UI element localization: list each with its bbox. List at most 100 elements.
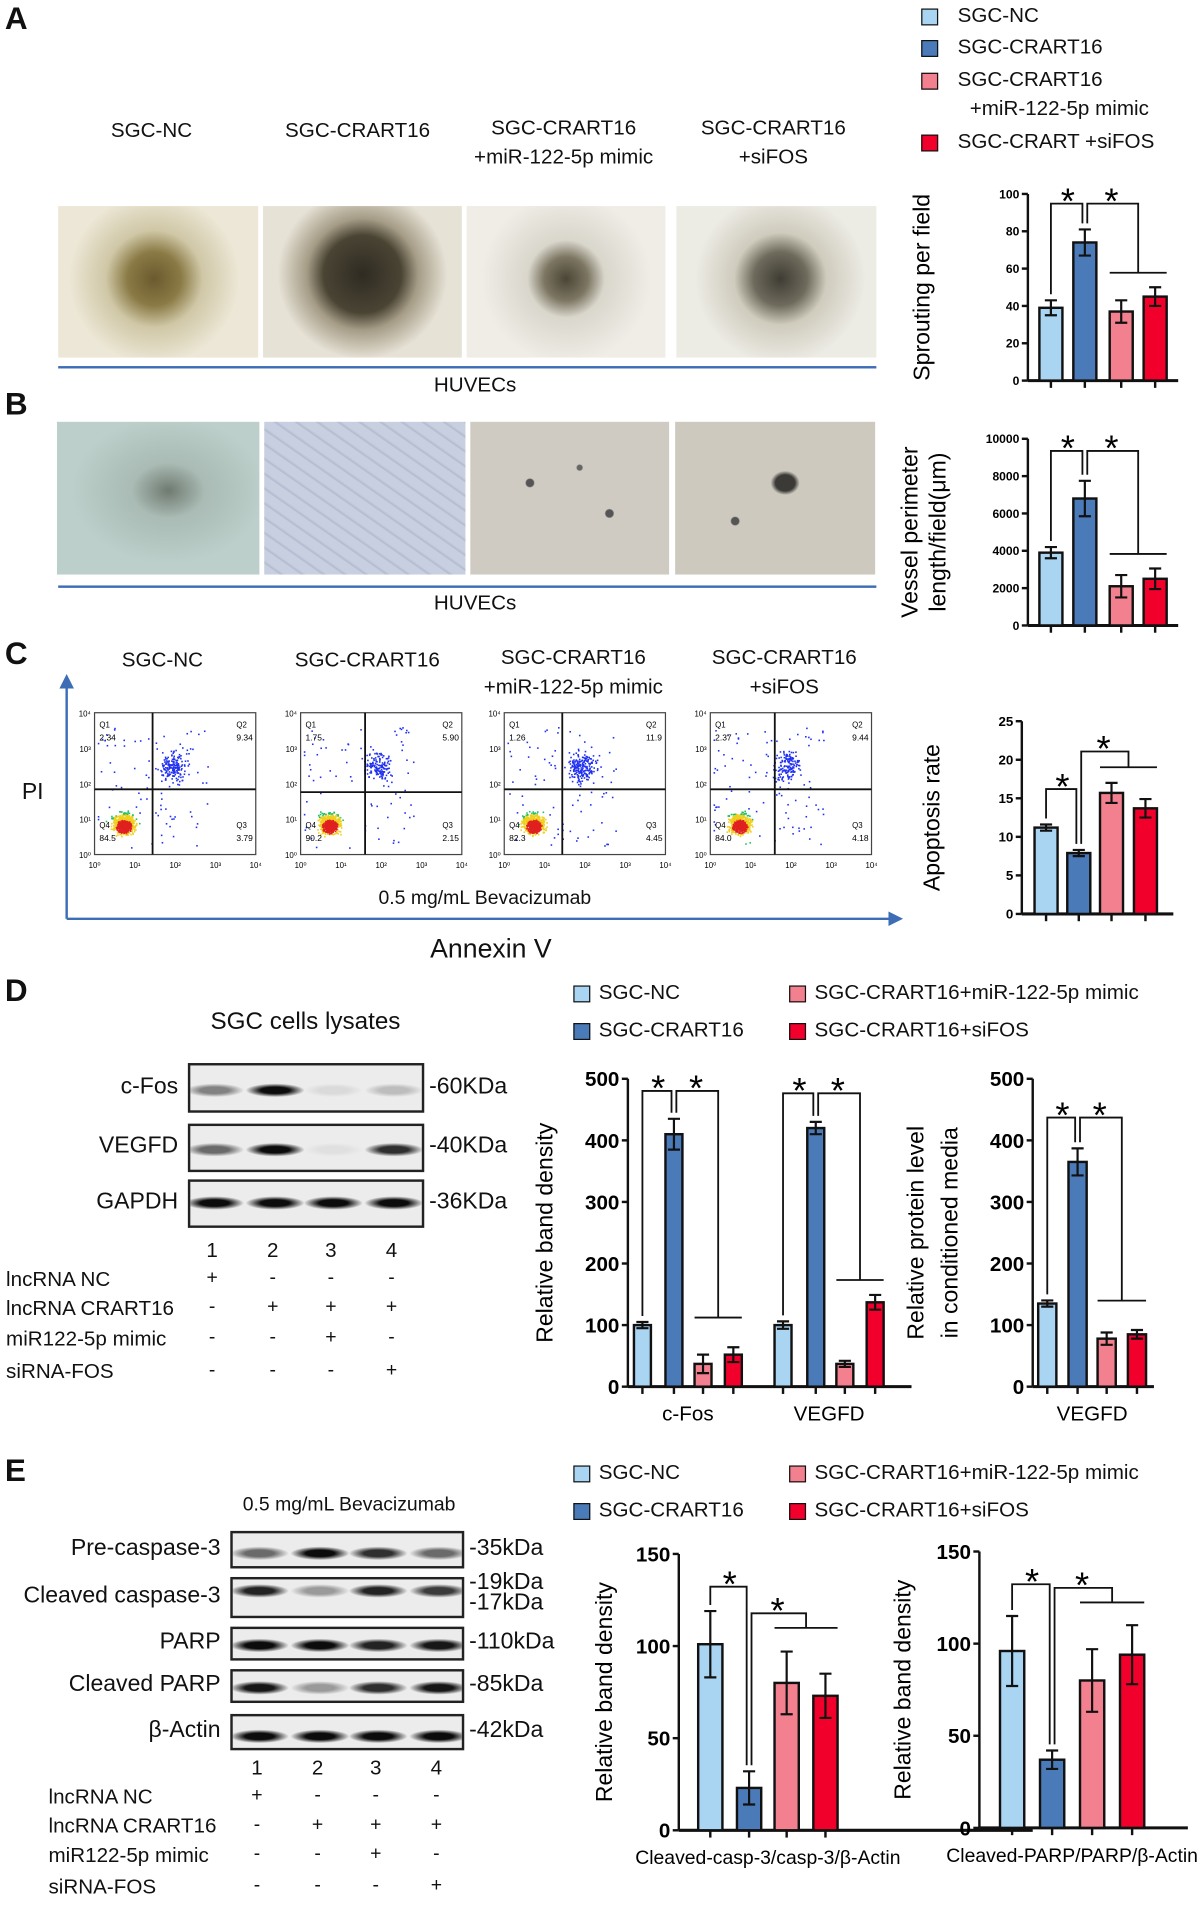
- significance-star: *: [1061, 428, 1075, 469]
- condition-sign: -: [314, 1875, 321, 1896]
- col-title-mimic: SGC-CRART16 +miR-122-5p mimic: [474, 114, 653, 172]
- significance-star: *: [1075, 1565, 1089, 1606]
- error-bar: [1139, 797, 1152, 819]
- bar: [1072, 497, 1098, 627]
- protein-band: [290, 1729, 350, 1743]
- blot-label: VEGFD: [98, 1133, 179, 1159]
- protein-band: [232, 1729, 289, 1743]
- blot-c-fos: [187, 1063, 425, 1113]
- title-line: SGC-CRART16: [285, 118, 431, 142]
- error-bar: [869, 1293, 882, 1311]
- quadrant-name: Q4: [509, 821, 520, 830]
- quadrant-name: Q3: [852, 821, 863, 830]
- error-bar: [1078, 228, 1091, 257]
- flow-x-tick: 10³: [826, 861, 838, 870]
- flow-x-tick: 10¹: [129, 861, 141, 870]
- error-bar: [1044, 299, 1057, 317]
- spheroid-image-sgc-nc: [58, 206, 259, 358]
- legend-swatch-mimic: [921, 72, 939, 90]
- legend-swatch-sgc-nc: [921, 8, 939, 26]
- y-axis-label: Vessel perimeter: [897, 446, 923, 618]
- huvecs-label-b: HUVECs: [433, 591, 517, 615]
- protein-band: [246, 1083, 305, 1097]
- bar: [1072, 241, 1098, 382]
- flow-x-tick: 10²: [376, 861, 388, 870]
- legend-label: SGC-NC: [957, 3, 1039, 27]
- title-line: +miR-122-5p mimic: [474, 145, 654, 169]
- y-tick-label: 150: [636, 1543, 670, 1566]
- y-tick-label: 200: [990, 1253, 1024, 1276]
- condition-sign: -: [253, 1843, 261, 1865]
- quadrant-value-q3: 3.79: [236, 833, 253, 843]
- condition-sign: +: [206, 1267, 218, 1289]
- error-bar: [1006, 1614, 1019, 1688]
- blot--actin: [230, 1713, 465, 1751]
- y-axis-label: Relative band density: [532, 1122, 558, 1343]
- significance-star: *: [723, 1563, 737, 1604]
- condition-label: lncRNA NC: [48, 1785, 153, 1809]
- protein-band: [304, 1143, 363, 1157]
- flow-y-tick: 10⁴: [285, 709, 297, 718]
- kda-marker: -19kDa: [469, 1569, 544, 1596]
- y-tick-label: 25: [999, 714, 1014, 729]
- condition-sign: +: [325, 1296, 337, 1318]
- protein-band: [304, 1196, 363, 1210]
- error-bar: [776, 1320, 790, 1330]
- y-tick-label: 300: [990, 1191, 1024, 1214]
- significance-star: *: [1055, 766, 1069, 807]
- flow-title-mimic: SGC-CRART16 +miR-122-5p mimic: [484, 644, 663, 702]
- flow-y-tick: 10⁰: [285, 851, 297, 860]
- kda-marker: -35kDa: [469, 1535, 544, 1561]
- y-tick-label: 5: [1006, 868, 1014, 883]
- protein-band: [364, 1143, 422, 1157]
- condition-sign: -: [327, 1359, 335, 1381]
- error-bar: [1039, 823, 1053, 832]
- y-tick-label: 0: [1006, 907, 1013, 922]
- y-tick-label: 50: [647, 1728, 670, 1751]
- protein-band: [349, 1729, 408, 1743]
- title-line: SGC-CRART16: [294, 648, 440, 672]
- significance-star: *: [1055, 1094, 1069, 1135]
- protein-band: [304, 1083, 363, 1097]
- bar: [773, 1323, 793, 1388]
- condition-sign: -: [208, 1296, 216, 1318]
- legend-label: SGC-NC: [598, 980, 681, 1004]
- error-bar: [1078, 479, 1091, 518]
- flow-x-tick: 10³: [210, 861, 222, 870]
- blot-label: c-Fos: [120, 1073, 179, 1099]
- significance-bracket: [641, 1089, 673, 1316]
- condition-sign: +: [325, 1327, 337, 1348]
- flow-x-tick: 10⁴: [456, 861, 468, 870]
- panel-label-d: D: [4, 972, 28, 1009]
- bar: [1126, 1333, 1148, 1388]
- flow-x-tick: 10⁰: [704, 861, 716, 870]
- condition-sign: -: [208, 1359, 216, 1381]
- kda-marker: -85kDa: [469, 1671, 544, 1697]
- flow-y-tick: 10³: [489, 745, 501, 754]
- condition-sign: +: [267, 1296, 279, 1318]
- significance-bracket: [1046, 1116, 1077, 1295]
- y-tick-label: 10000: [986, 432, 1020, 446]
- error-bar: [667, 1117, 680, 1151]
- significance-bracket: [1086, 202, 1167, 274]
- quadrant-value-q1: 2.37: [715, 733, 732, 743]
- bar: [1038, 551, 1064, 627]
- quadrant-value-q1: 1.75: [305, 733, 322, 743]
- error-bar: [1100, 1331, 1113, 1346]
- protein-band: [364, 1083, 422, 1097]
- bar: [632, 1323, 653, 1388]
- flow-y-tick: 10⁴: [79, 709, 91, 718]
- legend-label: SGC-CRART16+siFOS: [814, 1498, 1029, 1522]
- y-tick-label: 8000: [992, 469, 1019, 483]
- error-bar: [1126, 1624, 1139, 1686]
- condition-sign: +: [430, 1814, 443, 1836]
- blot-parp: [230, 1626, 465, 1661]
- y-tick-label: 0: [1013, 619, 1020, 633]
- kda-marker: -40KDa: [429, 1133, 508, 1159]
- protein-band: [246, 1196, 305, 1210]
- flow-x-tick: 10³: [619, 861, 631, 870]
- significance-star: *: [689, 1068, 703, 1109]
